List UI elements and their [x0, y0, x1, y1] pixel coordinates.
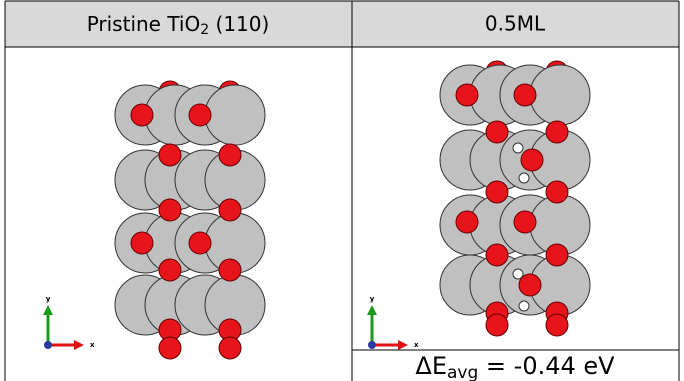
o-atom: [159, 259, 181, 281]
z-axis-dot: [44, 341, 52, 349]
footer-sub: avg: [447, 363, 478, 381]
header-left: Pristine TiO2 (110): [87, 12, 270, 39]
h-atom: [513, 269, 523, 279]
y-arrow-head: [43, 305, 53, 315]
y-arrow-head: [367, 305, 377, 315]
o-atom: [456, 211, 478, 233]
o-atom: [219, 199, 241, 221]
o-atom: [514, 84, 536, 106]
h-atom: [519, 173, 529, 183]
header-right: 0.5ML: [485, 12, 546, 36]
y-axis-label: y: [370, 295, 375, 303]
x-arrow-head: [74, 340, 84, 350]
h-atom: [519, 301, 529, 311]
o-atom: [131, 232, 153, 254]
axis-icon: yx: [43, 295, 95, 350]
z-axis-dot: [368, 341, 376, 349]
o-atom: [159, 199, 181, 221]
y-axis-label: y: [46, 295, 51, 303]
x-axis-label: x: [90, 341, 95, 349]
o-atom: [546, 121, 568, 143]
o-atom: [159, 337, 181, 359]
o-atom: [546, 181, 568, 203]
h-atom: [513, 143, 523, 153]
ti-atom: [205, 85, 265, 145]
o-atom: [456, 84, 478, 106]
o-atom: [514, 211, 536, 233]
header-sub: 2: [200, 22, 209, 38]
o-atom: [486, 244, 508, 266]
header-text: Pristine TiO: [87, 12, 201, 36]
o-atom: [546, 244, 568, 266]
o-atom: [486, 314, 508, 336]
footer: ΔEavg = -0.44 eV: [415, 352, 615, 381]
figure: Pristine TiO2 (110) 0.5ML ΔEavg = -0.44 …: [0, 0, 684, 381]
o-atom: [546, 314, 568, 336]
page: Pristine TiO2 (110) 0.5ML ΔEavg = -0.44 …: [0, 0, 684, 381]
o-atom: [521, 149, 543, 171]
o-atom: [219, 337, 241, 359]
o-atom: [486, 121, 508, 143]
o-atom: [189, 232, 211, 254]
header-after: (110): [209, 12, 269, 36]
o-atom: [219, 259, 241, 281]
axis-icon: yx: [367, 295, 419, 350]
ti-atom: [530, 65, 590, 125]
x-arrow-head: [398, 340, 408, 350]
o-atom: [159, 144, 181, 166]
o-atom: [486, 181, 508, 203]
o-atom: [219, 144, 241, 166]
table-lines: [5, 1, 679, 381]
footer-after: = -0.44 eV: [478, 352, 615, 380]
o-atom: [189, 104, 211, 126]
footer-text: ΔE: [415, 352, 447, 380]
o-atom: [131, 104, 153, 126]
x-axis-label: x: [414, 341, 419, 349]
